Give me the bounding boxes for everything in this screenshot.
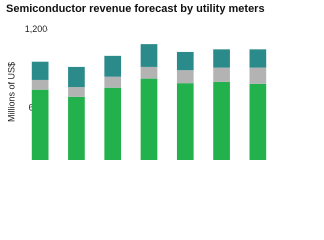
bar-segment [176, 83, 194, 160]
bar-segment [213, 81, 230, 160]
bar-segment [249, 83, 267, 160]
bar-segment [176, 70, 194, 84]
bar-segment [104, 76, 122, 88]
bar-segment [176, 51, 194, 71]
bar-segment [31, 79, 49, 90]
bar-segment [104, 55, 122, 77]
bar-segment [140, 78, 158, 160]
y-axis-label: Millions of US$ [6, 62, 16, 122]
bar-segment [68, 66, 85, 88]
bar-segment [140, 44, 158, 67]
bar-segment [31, 61, 49, 80]
page: Semiconductor revenue forecast by utilit… [6, 2, 267, 160]
bar-segment [68, 96, 85, 160]
bar-segment [249, 49, 267, 68]
bar-segment [104, 87, 122, 160]
bar-segment [249, 67, 267, 84]
chart-title: Semiconductor revenue forecast by utilit… [6, 3, 265, 15]
bar-segment [31, 89, 49, 160]
y-tick-label: 1,200 [25, 24, 48, 34]
bar-segment [213, 67, 230, 82]
bar-segment [68, 87, 85, 97]
bar-segment [140, 66, 158, 79]
chart: Semiconductor revenue forecast by utilit… [6, 3, 267, 160]
bar-segment [213, 49, 230, 68]
